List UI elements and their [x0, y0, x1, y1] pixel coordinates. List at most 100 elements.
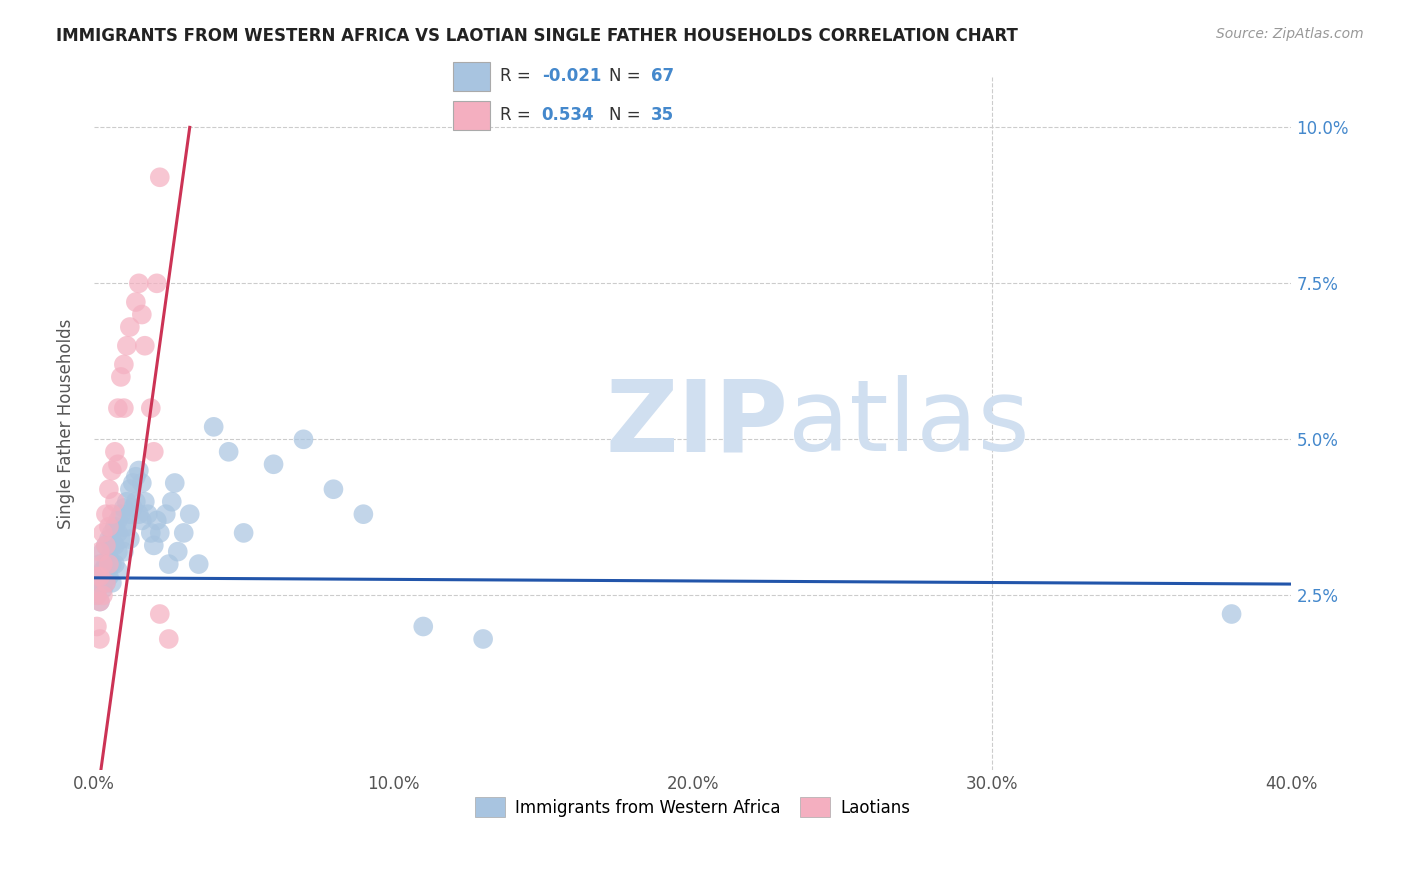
Point — [179, 507, 201, 521]
Point — [412, 619, 434, 633]
FancyBboxPatch shape — [453, 62, 489, 91]
Point — [89, 544, 111, 558]
Text: R =: R = — [501, 68, 536, 86]
Point — [131, 308, 153, 322]
Point — [163, 475, 186, 490]
Point — [101, 463, 124, 477]
Point — [97, 557, 120, 571]
Point — [94, 557, 117, 571]
Point — [1220, 607, 1243, 621]
Text: ZIP: ZIP — [606, 376, 789, 472]
Point — [173, 525, 195, 540]
Point — [125, 494, 148, 508]
Point — [149, 525, 172, 540]
Text: 0.534: 0.534 — [541, 106, 595, 124]
Point — [128, 507, 150, 521]
Point — [112, 401, 135, 416]
Point — [86, 569, 108, 583]
Point — [94, 507, 117, 521]
Point — [472, 632, 495, 646]
Point — [101, 557, 124, 571]
Text: atlas: atlas — [789, 376, 1031, 472]
Point — [112, 358, 135, 372]
Point — [94, 575, 117, 590]
Point — [107, 563, 129, 577]
Text: N =: N = — [609, 68, 647, 86]
Point — [89, 594, 111, 608]
Point — [131, 513, 153, 527]
Point — [139, 525, 162, 540]
Point — [94, 538, 117, 552]
Point — [91, 582, 114, 596]
Text: R =: R = — [501, 106, 536, 124]
Point — [166, 544, 188, 558]
Point — [89, 575, 111, 590]
Point — [97, 550, 120, 565]
Point — [125, 295, 148, 310]
Text: 35: 35 — [651, 106, 673, 124]
Point — [146, 277, 169, 291]
Point — [112, 519, 135, 533]
Point — [118, 320, 141, 334]
Point — [112, 544, 135, 558]
Point — [104, 494, 127, 508]
Point — [91, 563, 114, 577]
Point — [86, 569, 108, 583]
Point — [142, 538, 165, 552]
Point — [89, 557, 111, 571]
Point — [125, 469, 148, 483]
Point — [97, 532, 120, 546]
Point — [91, 588, 114, 602]
Point — [232, 525, 254, 540]
Point — [101, 575, 124, 590]
Text: IMMIGRANTS FROM WESTERN AFRICA VS LAOTIAN SINGLE FATHER HOUSEHOLDS CORRELATION C: IMMIGRANTS FROM WESTERN AFRICA VS LAOTIA… — [56, 27, 1018, 45]
Point — [128, 277, 150, 291]
Text: 67: 67 — [651, 68, 673, 86]
Point — [155, 507, 177, 521]
Point — [107, 513, 129, 527]
Point — [121, 475, 143, 490]
Point — [118, 482, 141, 496]
Point — [202, 420, 225, 434]
Point — [118, 532, 141, 546]
Point — [86, 588, 108, 602]
Point — [139, 401, 162, 416]
Point — [89, 569, 111, 583]
Point — [101, 507, 124, 521]
Point — [91, 525, 114, 540]
Point — [352, 507, 374, 521]
Point — [86, 619, 108, 633]
Point — [110, 507, 132, 521]
Point — [121, 500, 143, 515]
Point — [112, 500, 135, 515]
Point — [89, 594, 111, 608]
Point — [157, 632, 180, 646]
Point — [107, 525, 129, 540]
Point — [107, 457, 129, 471]
Point — [97, 569, 120, 583]
Y-axis label: Single Father Households: Single Father Households — [58, 318, 75, 529]
Point — [218, 444, 240, 458]
Point — [115, 494, 138, 508]
Point — [101, 525, 124, 540]
Point — [94, 575, 117, 590]
Point — [104, 557, 127, 571]
FancyBboxPatch shape — [453, 101, 489, 130]
Point — [131, 475, 153, 490]
Point — [104, 444, 127, 458]
Point — [97, 482, 120, 496]
Point — [149, 170, 172, 185]
Point — [104, 519, 127, 533]
Point — [101, 538, 124, 552]
Point — [107, 401, 129, 416]
Point — [91, 557, 114, 571]
Text: Source: ZipAtlas.com: Source: ZipAtlas.com — [1216, 27, 1364, 41]
Point — [322, 482, 344, 496]
Point — [118, 507, 141, 521]
Point — [110, 370, 132, 384]
Point — [134, 339, 156, 353]
Point — [292, 433, 315, 447]
Point — [160, 494, 183, 508]
Point — [149, 607, 172, 621]
Point — [136, 507, 159, 521]
